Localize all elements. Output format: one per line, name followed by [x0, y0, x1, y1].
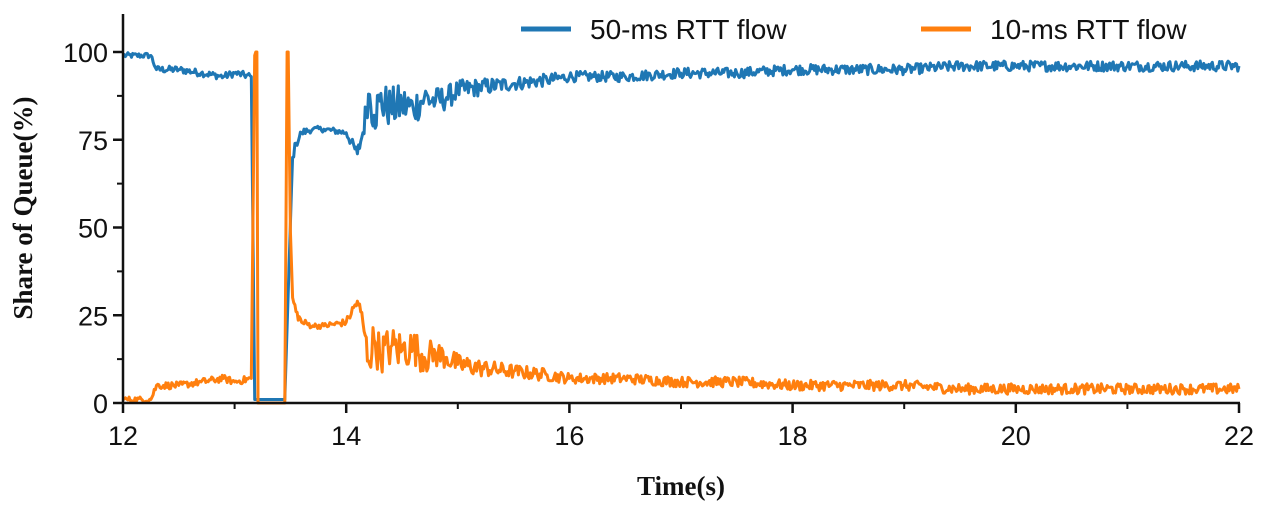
legend-label-10ms: 10-ms RTT flow — [990, 14, 1187, 45]
x-tick-label: 18 — [778, 421, 808, 451]
x-tick-label: 14 — [331, 421, 361, 451]
series-line-50ms — [122, 51, 1241, 401]
y-tick-label: 0 — [93, 389, 108, 419]
x-tick-label: 22 — [1224, 421, 1254, 451]
legend: 50-ms RTT flow 10-ms RTT flow — [521, 14, 1187, 45]
y-tick-label: 25 — [78, 301, 108, 331]
x-tick-label: 16 — [554, 421, 584, 451]
y-tick-label: 50 — [78, 214, 108, 244]
legend-label-50ms: 50-ms RTT flow — [590, 14, 787, 45]
axis-ticks: 12 14 16 18 20 22 0 25 50 75 100 — [63, 38, 1254, 451]
x-tick-label: 20 — [1001, 421, 1031, 451]
x-tick-label: 12 — [108, 421, 138, 451]
plot-area — [122, 50, 1241, 405]
y-axis-title: Share of Queue(%) — [8, 97, 38, 320]
y-tick-label: 100 — [63, 38, 108, 68]
x-axis-title: Time(s) — [637, 471, 725, 501]
y-tick-label: 75 — [78, 126, 108, 156]
series-line-10ms — [122, 50, 1241, 405]
